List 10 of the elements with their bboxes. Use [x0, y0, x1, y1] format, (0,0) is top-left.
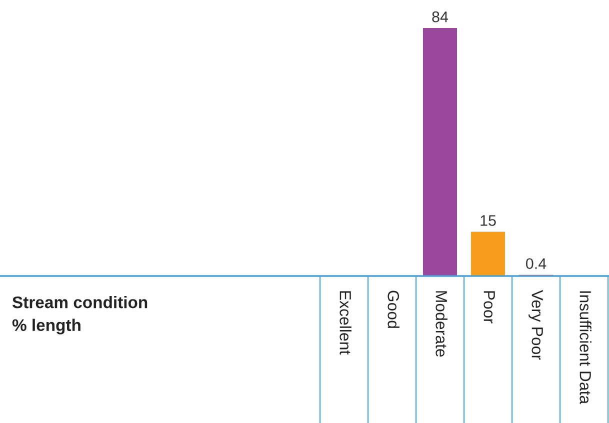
x-tick-label: Very Poor: [528, 290, 543, 360]
data-label: 15: [480, 215, 496, 226]
data-label: 0.4: [526, 258, 546, 270]
x-tick-label: Moderate: [436, 291, 448, 357]
x-tick-label: Insufficient Data: [580, 291, 592, 404]
text: Stream condition % length: [12, 296, 148, 334]
x-tick-label: Excellent: [340, 291, 352, 355]
data-label: 84: [432, 11, 448, 22]
x-tick-label: Poor: [484, 291, 495, 324]
x-tick-label: Good: [388, 290, 400, 328]
